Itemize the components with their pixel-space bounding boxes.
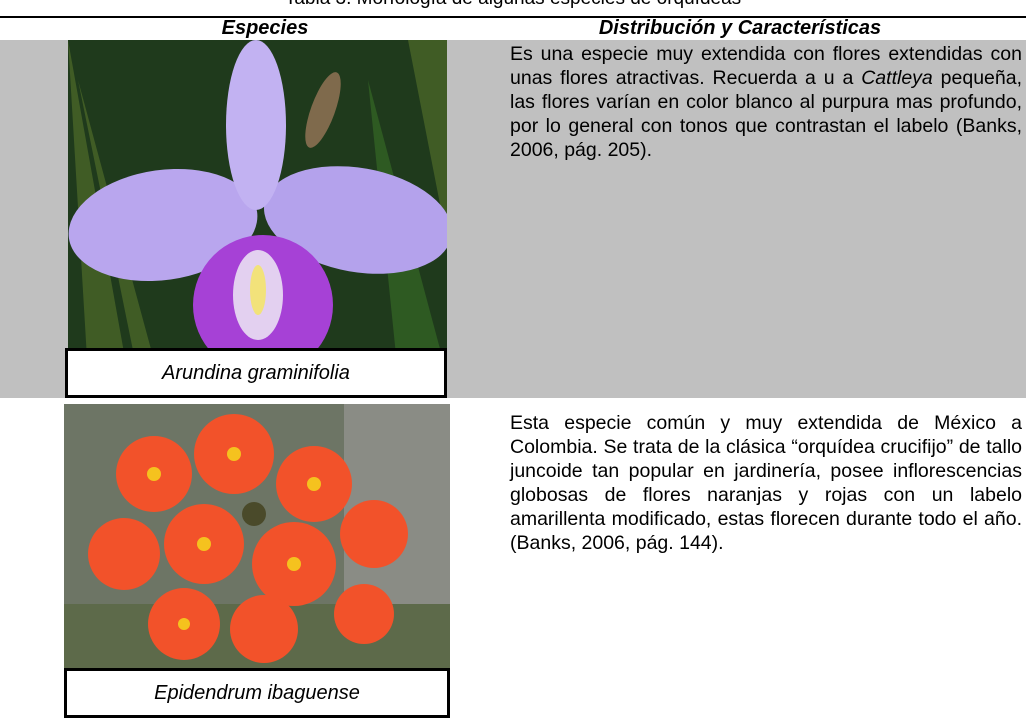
photo-epidendrum [64,404,450,668]
description: Es una especie muy extendida con flores … [510,42,1022,162]
description-text: Esta especie común y muy extendida de Mé… [510,412,1022,554]
column-header: Distribución y Características [598,17,882,39]
table-title: Tabla 3. Morfología de algunas especies … [0,0,1026,10]
column-header: Especies [221,17,309,39]
description-text: pequeña, las flores varían en color blan… [510,67,1022,161]
description-italic: Cattleya [861,67,933,89]
description-text: Es una especie muy extendida con flores … [510,43,1022,89]
description: Esta especie común y muy extendida de Mé… [510,411,1022,555]
species-caption: Arundina graminifolia [65,348,447,398]
top-rule [0,16,1026,18]
species-caption: Epidendrum ibaguense [64,668,450,718]
photo-arundina [68,40,447,375]
